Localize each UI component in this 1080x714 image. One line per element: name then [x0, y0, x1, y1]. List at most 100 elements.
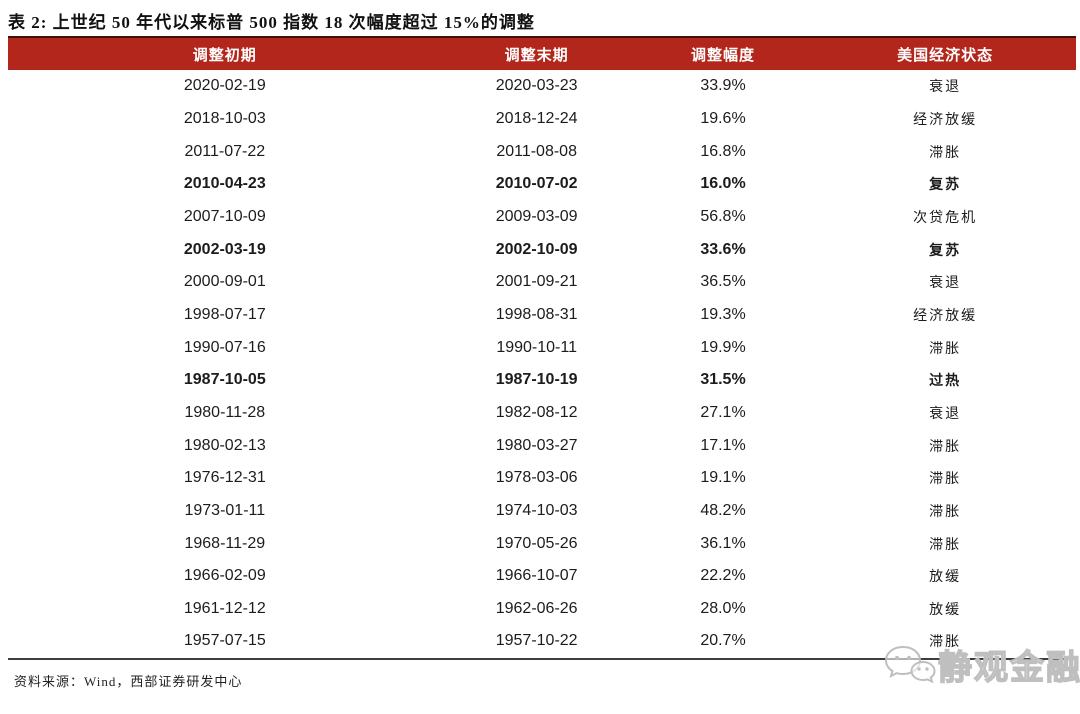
cell-end: 1966-10-07	[495, 567, 578, 585]
cell-status: 经济放缓	[913, 308, 978, 324]
cell-status: 放缓	[929, 570, 962, 586]
header-magnitude: 调整幅度	[690, 47, 755, 64]
table-row: 1987-10-05 1987-10-19 31.5% 过热	[8, 363, 1076, 397]
cell-start: 1990-07-16	[183, 338, 266, 356]
cell-magnitude: 33.6%	[700, 240, 746, 258]
cell-end: 1998-08-31	[495, 305, 578, 323]
cell-start: 1968-11-29	[184, 534, 266, 552]
table-row: 1980-11-28 1982-08-12 27.1% 衰退	[8, 396, 1076, 430]
cell-magnitude: 27.1%	[700, 403, 746, 421]
cell-start: 2010-04-23	[183, 175, 266, 193]
cell-start: 1957-07-15	[183, 632, 266, 650]
cell-end: 1957-10-22	[495, 632, 578, 650]
header-end-period: 调整末期	[504, 47, 569, 64]
table-row: 1976-12-31 1978-03-06 19.1% 滞胀	[8, 461, 1076, 495]
cell-start: 1998-07-17	[183, 305, 266, 323]
cell-start: 2011-07-22	[184, 142, 266, 160]
cell-magnitude: 31.5%	[700, 371, 746, 389]
cell-magnitude: 28.0%	[700, 599, 746, 617]
cell-start: 2007-10-09	[183, 207, 266, 225]
cell-magnitude: 36.1%	[700, 534, 746, 552]
cell-magnitude: 19.3%	[700, 305, 746, 323]
cell-magnitude: 20.7%	[700, 632, 746, 650]
table-row: 2011-07-22 2011-08-08 16.8% 滞胀	[8, 135, 1076, 168]
cell-start: 2018-10-03	[183, 109, 266, 127]
cell-magnitude: 16.0%	[700, 175, 746, 193]
table-row: 2007-10-09 2009-03-09 56.8% 次贷危机	[8, 200, 1076, 234]
cell-magnitude: 22.2%	[700, 567, 746, 585]
sp500-corrections-table: 调整初期 调整末期 调整幅度 美国经济状态 2020-02-19 2020-03-…	[8, 36, 1076, 660]
table-row: 2018-10-03 2018-12-24 19.6% 经济放缓	[8, 102, 1076, 136]
header-start-period: 调整初期	[192, 47, 257, 64]
cell-start: 1980-11-28	[184, 403, 266, 421]
cell-status: 衰退	[929, 276, 962, 292]
cell-status: 滞胀	[929, 504, 962, 520]
cell-start: 1976-12-31	[183, 469, 266, 487]
header-us-economy-status: 美国经济状态	[897, 47, 994, 64]
cell-end: 1987-10-19	[495, 371, 578, 389]
table-row: 2002-03-19 2002-10-09 33.6% 复苏	[8, 233, 1076, 266]
cell-status: 滞胀	[929, 439, 962, 455]
cell-magnitude: 16.8%	[700, 142, 746, 160]
table-header-row: 调整初期 调整末期 调整幅度 美国经济状态	[8, 36, 1076, 70]
table-row: 1968-11-29 1970-05-26 36.1% 滞胀	[8, 527, 1076, 560]
cell-magnitude: 19.1%	[700, 469, 746, 487]
cell-status: 复苏	[929, 243, 962, 259]
cell-magnitude: 56.8%	[700, 207, 746, 225]
cell-end: 2009-03-09	[495, 207, 578, 225]
cell-end: 2018-12-24	[495, 109, 578, 127]
table-row: 1961-12-12 1962-06-26 28.0% 放缓	[8, 592, 1076, 626]
cell-end: 2011-08-08	[496, 142, 577, 160]
cell-magnitude: 48.2%	[700, 501, 746, 519]
cell-status: 经济放缓	[913, 112, 978, 128]
cell-magnitude: 19.6%	[700, 109, 746, 127]
cell-end: 2001-09-21	[495, 273, 578, 291]
cell-status: 滞胀	[929, 635, 962, 651]
cell-status: 滞胀	[929, 537, 962, 553]
cell-status: 过热	[929, 374, 962, 390]
table-row: 2010-04-23 2010-07-02 16.0% 复苏	[8, 167, 1076, 201]
cell-status: 次贷危机	[913, 210, 978, 226]
cell-start: 2000-09-01	[183, 273, 266, 291]
cell-start: 1987-10-05	[183, 371, 266, 389]
cell-start: 1966-02-09	[183, 567, 266, 585]
table-body: 2020-02-19 2020-03-23 33.9% 衰退 2018-10-03 201…	[8, 70, 1076, 658]
cell-status: 衰退	[929, 80, 962, 96]
table-row: 1957-07-15 1957-10-22 20.7% 滞胀	[8, 625, 1076, 658]
cell-magnitude: 19.9%	[700, 338, 746, 356]
cell-status: 复苏	[929, 178, 962, 194]
cell-end: 1962-06-26	[495, 599, 578, 617]
cell-end: 1990-10-11	[496, 338, 577, 356]
table-caption: 表 2: 上世纪 50 年代以来标普 500 指数 18 次幅度超过 15%的调…	[8, 13, 535, 32]
cell-magnitude: 17.1%	[700, 436, 746, 454]
cell-end: 2002-10-09	[495, 240, 578, 258]
table-row: 2000-09-01 2001-09-21 36.5% 衰退	[8, 265, 1076, 299]
cell-magnitude: 33.9%	[700, 77, 746, 95]
cell-status: 衰退	[929, 406, 962, 422]
table-row: 1980-02-13 1980-03-27 17.1% 滞胀	[8, 429, 1076, 462]
cell-end: 1982-08-12	[495, 403, 578, 421]
cell-end: 1974-10-03	[495, 501, 578, 519]
cell-end: 1978-03-06	[495, 469, 578, 487]
cell-end: 1980-03-27	[495, 436, 578, 454]
table-row: 1990-07-16 1990-10-11 19.9% 滞胀	[8, 331, 1076, 364]
cell-magnitude: 36.5%	[700, 273, 746, 291]
cell-status: 滞胀	[929, 145, 962, 161]
cell-status: 滞胀	[929, 472, 962, 488]
cell-start: 1961-12-12	[183, 599, 266, 617]
table-row: 2020-02-19 2020-03-23 33.9% 衰退	[8, 70, 1076, 103]
table-row: 1973-01-11 1974-10-03 48.2% 滞胀	[8, 494, 1076, 528]
cell-start: 2002-03-19	[183, 240, 266, 258]
cell-start: 2020-02-19	[183, 77, 266, 95]
cell-status: 滞胀	[929, 341, 962, 357]
cell-status: 放缓	[929, 602, 962, 618]
table-row: 1998-07-17 1998-08-31 19.3% 经济放缓	[8, 298, 1076, 332]
cell-start: 1973-01-11	[184, 501, 266, 519]
source-note: 资料来源：Wind，西部证券研发中心	[14, 673, 243, 689]
cell-end: 1970-05-26	[495, 534, 578, 552]
cell-end: 2010-07-02	[495, 175, 578, 193]
cell-start: 1980-02-13	[183, 436, 266, 454]
table-row: 1966-02-09 1966-10-07 22.2% 放缓	[8, 559, 1076, 593]
cell-end: 2020-03-23	[495, 77, 578, 95]
